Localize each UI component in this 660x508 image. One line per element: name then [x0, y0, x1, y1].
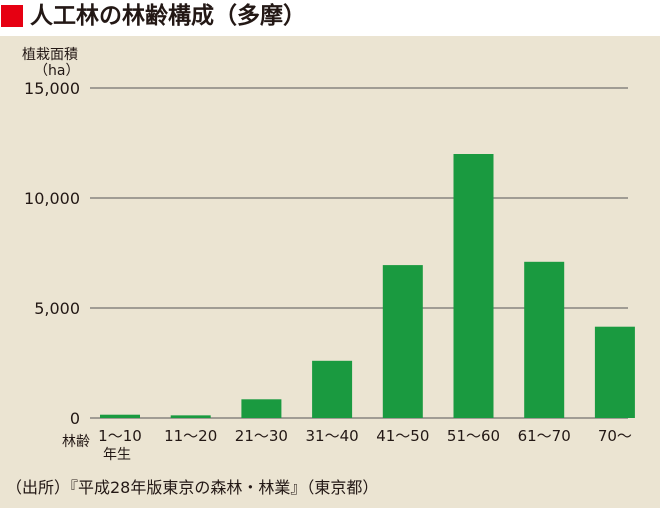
x-axis-label: 林齢 [62, 434, 90, 450]
x-tick-label: 11～20 [164, 427, 217, 445]
y-axis-label: 植栽面積 [22, 47, 78, 63]
chart-title: 人工林の林齢構成（多摩） [30, 3, 306, 29]
bar [312, 360, 353, 418]
x-tick-label: 41～50 [376, 427, 429, 445]
y-axis-unit: （ha） [34, 63, 79, 79]
bars [100, 154, 635, 418]
title-marker-icon [1, 5, 23, 27]
title-bar: 人工林の林齢構成（多摩） [0, 0, 660, 36]
x-tick-label: 51～60 [447, 427, 500, 445]
y-tick-label: 5,000 [34, 299, 80, 318]
bar [100, 414, 140, 418]
x-tick-label: 31～40 [306, 427, 359, 445]
x-tick-label: 21～30 [235, 427, 288, 445]
x-tick-label: 61～70 [518, 427, 571, 445]
y-tick-labels: 0 5,000 10,000 15,000 [24, 79, 80, 428]
x-tick-labels: 1～10 11～20 21～30 31～40 41～50 51～60 61～70 70～ [98, 427, 632, 445]
bar [241, 399, 282, 418]
bar [453, 154, 494, 418]
source-note: （出所）『平成28年版東京の森林・林業』（東京都） [6, 478, 379, 497]
y-tick-label: 0 [70, 409, 80, 428]
bar [594, 326, 635, 418]
x-tick-label: 1～10 [98, 427, 142, 445]
x-axis-sublabel: 年生 [103, 447, 131, 463]
bar [524, 261, 565, 418]
y-tick-label: 10,000 [24, 189, 80, 208]
bar [170, 415, 211, 418]
y-tick-label: 15,000 [24, 79, 80, 98]
bar [382, 265, 423, 418]
x-tick-label: 70～ [598, 427, 632, 445]
